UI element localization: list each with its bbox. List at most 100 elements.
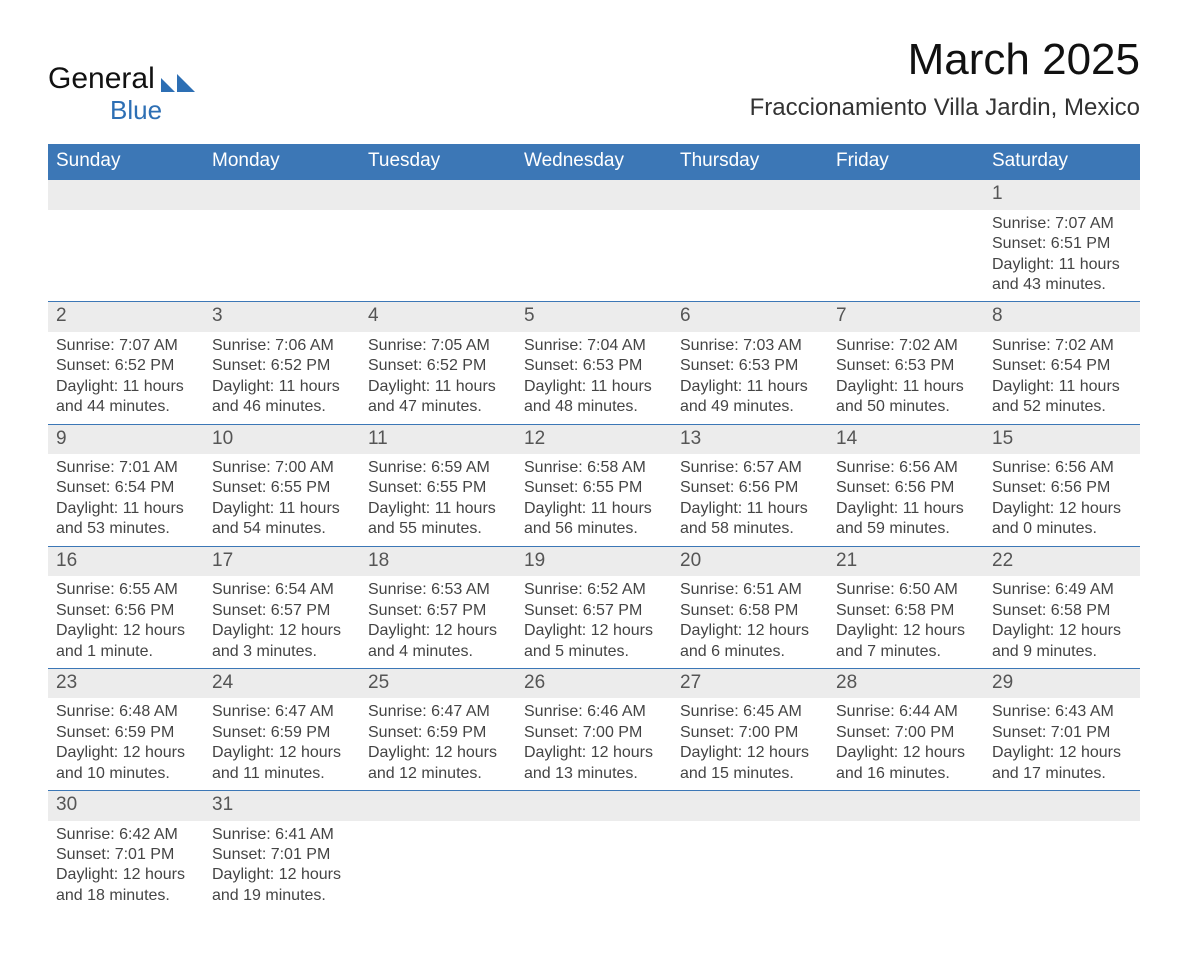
sunrise-label: Sunrise: 6:42 AM [56, 825, 196, 845]
brand-name-1: General [48, 62, 155, 95]
day-cell: 5Sunrise: 7:04 AMSunset: 6:53 PMDaylight… [516, 302, 672, 423]
day-number [672, 791, 828, 820]
day-number: 6 [672, 302, 828, 331]
sunrise-label: Sunrise: 7:03 AM [680, 336, 820, 356]
day-cell: 12Sunrise: 6:58 AMSunset: 6:55 PMDayligh… [516, 425, 672, 546]
sunset-label: Sunset: 6:52 PM [56, 356, 196, 376]
calendar-body: 1Sunrise: 7:07 AMSunset: 6:51 PMDaylight… [48, 180, 1140, 912]
sunrise-label: Sunrise: 7:02 AM [992, 336, 1132, 356]
day-number: 8 [984, 302, 1140, 331]
sunset-label: Sunset: 6:56 PM [992, 478, 1132, 498]
sunset-label: Sunset: 7:00 PM [680, 723, 820, 743]
day-number [672, 180, 828, 209]
daylight-label: Daylight: 11 hours and 43 minutes. [992, 255, 1132, 296]
daylight-label: Daylight: 12 hours and 13 minutes. [524, 743, 664, 784]
sunrise-label: Sunrise: 6:47 AM [212, 702, 352, 722]
day-cell: 8Sunrise: 7:02 AMSunset: 6:54 PMDaylight… [984, 302, 1140, 423]
daylight-label: Daylight: 12 hours and 12 minutes. [368, 743, 508, 784]
day-number [516, 180, 672, 209]
empty-cell [48, 180, 204, 301]
day-cell: 16Sunrise: 6:55 AMSunset: 6:56 PMDayligh… [48, 547, 204, 668]
day-number: 30 [48, 791, 204, 820]
sunset-label: Sunset: 7:00 PM [524, 723, 664, 743]
sunset-label: Sunset: 6:53 PM [524, 356, 664, 376]
calendar-week: 23Sunrise: 6:48 AMSunset: 6:59 PMDayligh… [48, 669, 1140, 791]
day-number: 10 [204, 425, 360, 454]
sunrise-label: Sunrise: 6:45 AM [680, 702, 820, 722]
day-number: 2 [48, 302, 204, 331]
sunset-label: Sunset: 6:52 PM [368, 356, 508, 376]
daylight-label: Daylight: 11 hours and 44 minutes. [56, 377, 196, 418]
weekday-label: Friday [828, 144, 984, 180]
weekday-label: Thursday [672, 144, 828, 180]
sunrise-label: Sunrise: 6:46 AM [524, 702, 664, 722]
day-cell: 25Sunrise: 6:47 AMSunset: 6:59 PMDayligh… [360, 669, 516, 790]
day-number: 24 [204, 669, 360, 698]
sunrise-label: Sunrise: 6:41 AM [212, 825, 352, 845]
daylight-label: Daylight: 12 hours and 5 minutes. [524, 621, 664, 662]
sunrise-label: Sunrise: 7:07 AM [56, 336, 196, 356]
sunrise-label: Sunrise: 7:02 AM [836, 336, 976, 356]
day-number: 13 [672, 425, 828, 454]
daylight-label: Daylight: 12 hours and 7 minutes. [836, 621, 976, 662]
daylight-label: Daylight: 12 hours and 11 minutes. [212, 743, 352, 784]
day-number [48, 180, 204, 209]
day-cell: 7Sunrise: 7:02 AMSunset: 6:53 PMDaylight… [828, 302, 984, 423]
sunset-label: Sunset: 6:55 PM [212, 478, 352, 498]
weekday-label: Tuesday [360, 144, 516, 180]
day-number: 29 [984, 669, 1140, 698]
sunset-label: Sunset: 6:56 PM [680, 478, 820, 498]
sunrise-label: Sunrise: 6:48 AM [56, 702, 196, 722]
sunrise-label: Sunrise: 6:53 AM [368, 580, 508, 600]
header: General Blue March 2025 Fraccionamiento … [48, 36, 1140, 126]
empty-cell [360, 791, 516, 912]
sunrise-label: Sunrise: 6:56 AM [992, 458, 1132, 478]
empty-cell [828, 791, 984, 912]
day-number [360, 180, 516, 209]
daylight-label: Daylight: 12 hours and 18 minutes. [56, 865, 196, 906]
sunrise-label: Sunrise: 6:47 AM [368, 702, 508, 722]
sunset-label: Sunset: 6:58 PM [680, 601, 820, 621]
day-cell: 27Sunrise: 6:45 AMSunset: 7:00 PMDayligh… [672, 669, 828, 790]
day-number: 23 [48, 669, 204, 698]
day-number: 31 [204, 791, 360, 820]
day-cell: 3Sunrise: 7:06 AMSunset: 6:52 PMDaylight… [204, 302, 360, 423]
page-title: March 2025 [750, 36, 1140, 84]
day-cell: 29Sunrise: 6:43 AMSunset: 7:01 PMDayligh… [984, 669, 1140, 790]
sunrise-label: Sunrise: 6:52 AM [524, 580, 664, 600]
sunrise-label: Sunrise: 6:56 AM [836, 458, 976, 478]
sunset-label: Sunset: 6:59 PM [212, 723, 352, 743]
weekday-header: SundayMondayTuesdayWednesdayThursdayFrid… [48, 144, 1140, 180]
sunrise-label: Sunrise: 6:51 AM [680, 580, 820, 600]
daylight-label: Daylight: 12 hours and 6 minutes. [680, 621, 820, 662]
day-number: 7 [828, 302, 984, 331]
sunset-label: Sunset: 6:55 PM [368, 478, 508, 498]
day-cell: 18Sunrise: 6:53 AMSunset: 6:57 PMDayligh… [360, 547, 516, 668]
day-number [204, 180, 360, 209]
weekday-label: Saturday [984, 144, 1140, 180]
empty-cell [360, 180, 516, 301]
day-number: 15 [984, 425, 1140, 454]
day-number: 5 [516, 302, 672, 331]
sunset-label: Sunset: 6:56 PM [56, 601, 196, 621]
sunrise-label: Sunrise: 6:58 AM [524, 458, 664, 478]
day-number [360, 791, 516, 820]
day-cell: 9Sunrise: 7:01 AMSunset: 6:54 PMDaylight… [48, 425, 204, 546]
daylight-label: Daylight: 11 hours and 58 minutes. [680, 499, 820, 540]
sunset-label: Sunset: 6:51 PM [992, 234, 1132, 254]
sunrise-label: Sunrise: 6:54 AM [212, 580, 352, 600]
weekday-label: Monday [204, 144, 360, 180]
sunset-label: Sunset: 7:00 PM [836, 723, 976, 743]
calendar-week: 1Sunrise: 7:07 AMSunset: 6:51 PMDaylight… [48, 180, 1140, 302]
weekday-label: Wednesday [516, 144, 672, 180]
day-cell: 4Sunrise: 7:05 AMSunset: 6:52 PMDaylight… [360, 302, 516, 423]
day-number: 27 [672, 669, 828, 698]
sunset-label: Sunset: 6:57 PM [524, 601, 664, 621]
daylight-label: Daylight: 12 hours and 4 minutes. [368, 621, 508, 662]
daylight-label: Daylight: 11 hours and 50 minutes. [836, 377, 976, 418]
sunset-label: Sunset: 6:59 PM [56, 723, 196, 743]
day-cell: 23Sunrise: 6:48 AMSunset: 6:59 PMDayligh… [48, 669, 204, 790]
sunrise-label: Sunrise: 7:06 AM [212, 336, 352, 356]
sunset-label: Sunset: 6:58 PM [836, 601, 976, 621]
sunset-label: Sunset: 6:59 PM [368, 723, 508, 743]
